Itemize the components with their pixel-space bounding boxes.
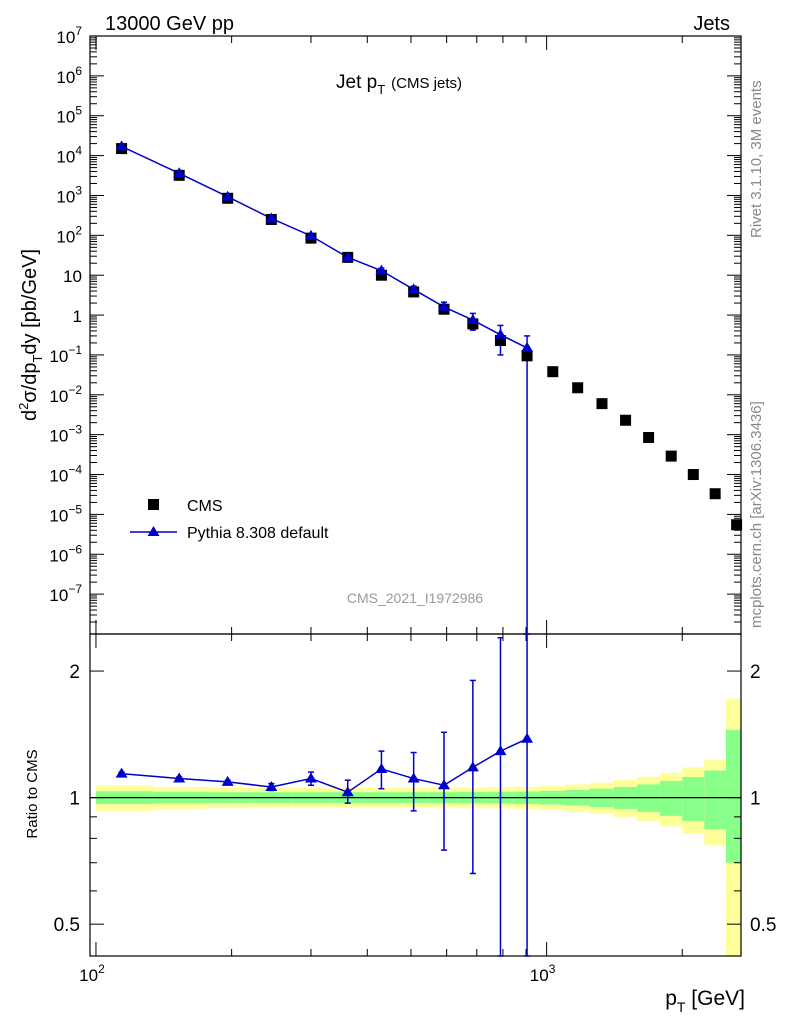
- chart-title-main: Jet p: [336, 72, 377, 93]
- pythia-point: [265, 212, 278, 223]
- ratio-pythia-point: [521, 732, 534, 743]
- ratio-pythia-point: [438, 779, 451, 790]
- cms-point: [572, 382, 584, 394]
- ratio-pythia-point: [265, 780, 278, 791]
- cms-point: [521, 350, 533, 362]
- ratio-tick-label-right: 1: [750, 789, 761, 810]
- side-label-rivet: Rivet 3.1.10, 3M events: [748, 80, 765, 238]
- ratio-tick-label-right: 0.5: [750, 915, 776, 936]
- ratio-y-axis-label: Ratio to CMS: [24, 749, 41, 838]
- y-tick-label: 106: [56, 64, 82, 87]
- header-left-label: 13000 GeV pp: [105, 13, 234, 35]
- axes-frames: [89, 35, 742, 957]
- ratio-pythia-point: [221, 775, 234, 786]
- cms-point: [620, 414, 632, 426]
- pythia-point: [466, 314, 479, 325]
- cms-point: [687, 469, 699, 481]
- y-tick-label: 10−6: [49, 542, 82, 565]
- y-tick-label: 103: [56, 183, 82, 206]
- pythia-point: [221, 190, 234, 201]
- y-tick-label: 10−5: [49, 502, 82, 525]
- pythia-point: [173, 167, 186, 178]
- ratio-pythia-point: [115, 767, 128, 778]
- legend-cms-marker: [148, 499, 159, 510]
- ratio-pythia-point: [466, 761, 479, 772]
- band-inner: [659, 781, 683, 816]
- band-inner: [704, 770, 726, 830]
- ratio-pythia-point: [375, 762, 388, 773]
- chart-title: Jet pT (CMS jets): [336, 72, 462, 97]
- pythia-point: [407, 283, 420, 294]
- ratio-uncertainty-bands: [90, 698, 741, 956]
- cms-point: [596, 398, 608, 410]
- axis-ticks: 102 10310710610510410310210110−110−210−31…: [49, 24, 776, 985]
- ratio-pythia-point: [341, 786, 354, 797]
- cms-point: [547, 366, 559, 378]
- side-label-mcplots: mcplots.cern.ch [arXiv:1306.3436]: [748, 401, 765, 628]
- pythia-point: [375, 264, 388, 275]
- ratio-pythia-point: [304, 772, 317, 783]
- cms-point: [709, 488, 721, 500]
- pythia-point: [438, 300, 451, 311]
- y-tick-label: 107: [56, 24, 82, 47]
- ratio-tick-label-left: 1: [69, 789, 80, 810]
- pythia-point: [115, 140, 128, 151]
- pythia-point: [304, 229, 317, 240]
- y-tick-label: 10−2: [49, 383, 82, 406]
- band-inner: [682, 776, 705, 821]
- pythia-point: [521, 341, 534, 352]
- pythia-point: [341, 251, 354, 262]
- x-axis-label: pT [GeV]: [665, 987, 745, 1015]
- legend: CMS Pythia 8.308 default: [130, 498, 329, 542]
- cms-point: [643, 431, 655, 443]
- x-tick-label: 102: [79, 962, 105, 985]
- x-tick-label: 103: [530, 962, 556, 985]
- y-tick-label: 102: [56, 223, 82, 246]
- ratio-pythia-point: [494, 745, 507, 756]
- legend-pythia-label: Pythia 8.308 default: [187, 525, 329, 542]
- data-marks: [115, 140, 743, 957]
- ratio-pythia-line: [121, 738, 528, 794]
- y-tick-label: 10−4: [49, 463, 82, 486]
- ratio-tick-label-left: 0.5: [54, 915, 80, 936]
- ratio-plot-frame: [89, 633, 742, 957]
- y-tick-label: 10: [63, 267, 82, 286]
- cms-point: [731, 519, 743, 531]
- cms-point: [494, 335, 506, 347]
- legend-pythia-marker: [147, 526, 160, 536]
- ratio-pythia-point: [173, 772, 186, 783]
- pythia-point: [494, 328, 507, 339]
- band-inner: [725, 729, 741, 863]
- cms-point: [665, 450, 677, 462]
- analysis-tag: CMS_2021_I1972986: [347, 590, 483, 606]
- y-tick-label: 10−7: [49, 582, 82, 605]
- y-tick-label: 10−1: [49, 343, 82, 366]
- header-right-label: Jets: [693, 13, 730, 35]
- chart-title-subscript: T: [377, 82, 385, 97]
- y-tick-label: 10−3: [49, 423, 82, 446]
- cms-point: [375, 269, 387, 281]
- main-y-axis-label: d2σ/dpTdy [pb/GeV]: [16, 249, 45, 421]
- y-tick-label: 105: [56, 104, 82, 127]
- ratio-tick-label-right: 2: [750, 662, 761, 683]
- ratio-pythia-point: [407, 772, 420, 783]
- legend-cms-label: CMS: [187, 498, 223, 515]
- y-tick-label: 104: [56, 144, 82, 167]
- y-tick-label: 1: [73, 307, 82, 326]
- ratio-tick-label-left: 2: [69, 662, 80, 683]
- main-plot-frame: [89, 35, 742, 635]
- chart-title-extra: (CMS jets): [391, 75, 462, 92]
